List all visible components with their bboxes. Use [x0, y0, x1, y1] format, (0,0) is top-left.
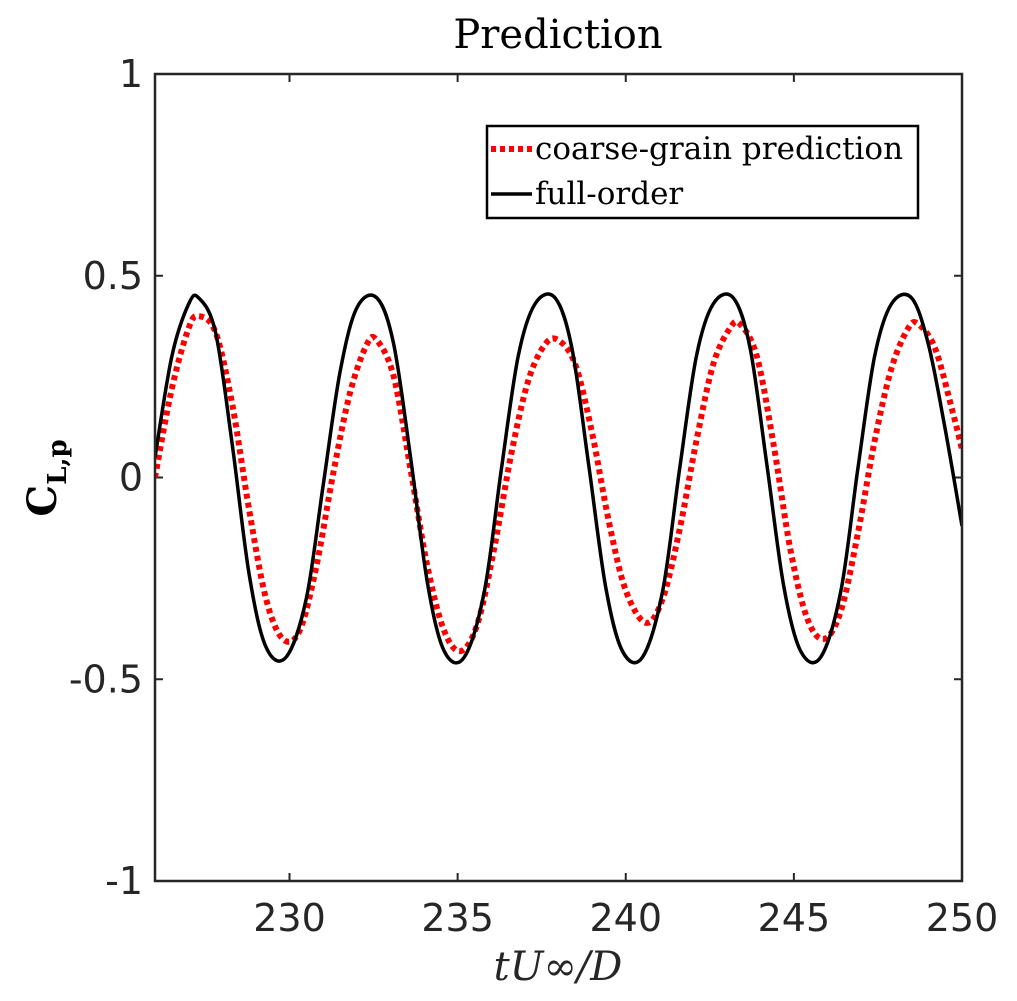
axis-tick-labels: 230 235 240 245 250 -1 -0.5 0 0.5 1 — [69, 52, 998, 940]
series-line-coarse-grain-prediction — [155, 312, 962, 655]
series-layer — [155, 292, 962, 665]
series-line-full-order — [155, 292, 962, 665]
y-tick-label: -1 — [105, 859, 143, 903]
y-tick-label: -0.5 — [69, 657, 143, 701]
x-axis-label: tU∞/D — [494, 944, 623, 990]
y-axis-label-subscript: L,p — [43, 439, 73, 485]
y-axis-label: CL,p — [19, 439, 73, 516]
y-tick-label: 0.5 — [83, 254, 143, 298]
y-tick-label: 0 — [119, 456, 143, 500]
legend-label-full-order: full-order — [535, 176, 683, 212]
x-tick-label: 245 — [758, 896, 831, 940]
plot-area-frame — [153, 72, 964, 883]
x-tick-label: 235 — [421, 896, 494, 940]
x-tick-label: 250 — [926, 896, 999, 940]
legend-label-coarse-grain-prediction: coarse-grain prediction — [535, 131, 903, 167]
x-tick-label: 230 — [253, 896, 326, 940]
legend: coarse-grain prediction full-order — [485, 124, 920, 220]
y-axis-label-main: C — [19, 485, 66, 517]
chart-title: Prediction — [453, 12, 662, 58]
legend-box — [485, 124, 920, 220]
y-tick-label: 1 — [119, 52, 143, 96]
x-tick-label: 240 — [589, 896, 662, 940]
